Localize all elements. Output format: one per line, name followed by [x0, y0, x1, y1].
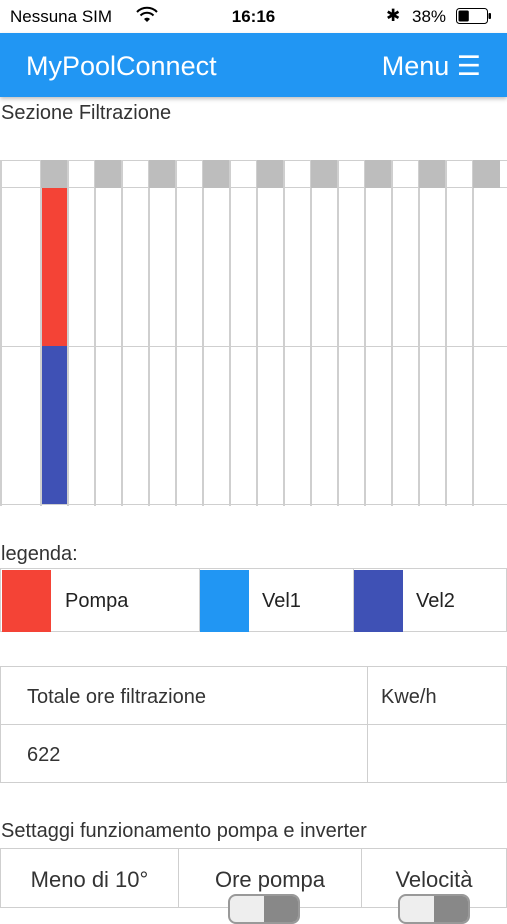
filtration-schedule-grid — [0, 160, 507, 506]
legend-label-vel1: Vel1 — [262, 590, 301, 612]
schedule-header-slot[interactable] — [311, 160, 338, 188]
schedule-header-slot[interactable] — [203, 160, 230, 188]
schedule-header-slot[interactable] — [365, 160, 392, 188]
grid-line — [40, 160, 42, 506]
carrier-label: Nessuna SIM — [10, 7, 113, 26]
legend-label-vel2: Vel2 — [416, 590, 455, 612]
settings-col-temp-label: Meno di 10° — [30, 867, 149, 892]
schedule-header-slot[interactable] — [149, 160, 176, 188]
settings-col-temp: Meno di 10° — [0, 848, 179, 908]
settings-col-hours-label: Ore pompa — [214, 867, 326, 892]
grid-line — [121, 160, 123, 506]
speed-toggle[interactable] — [398, 894, 470, 924]
settings-col-hours: Ore pompa — [178, 848, 362, 908]
schedule-slot-vel2[interactable] — [41, 346, 68, 504]
battery-icon — [456, 8, 491, 24]
grid-line — [310, 160, 312, 506]
status-bar: Nessuna SIM 16:16 ✱ 38% — [0, 0, 507, 33]
grid-line — [94, 160, 96, 506]
grid-line — [256, 160, 258, 506]
grid-line — [0, 504, 507, 505]
grid-line — [148, 160, 150, 506]
schedule-slot-pompa[interactable] — [41, 188, 68, 346]
battery-percent: 38% — [412, 7, 447, 26]
bluetooth-icon: ✱ — [386, 6, 401, 25]
header-hours: Totale ore filtrazione — [27, 686, 206, 708]
filtration-section-title: Sezione Filtrazione — [1, 102, 172, 124]
schedule-header-slot[interactable] — [419, 160, 446, 188]
app-navbar: MyPoolConnect Menu ☰ — [0, 33, 507, 97]
grid-line — [364, 160, 366, 506]
grid-line — [202, 160, 204, 506]
legend-swatch-pompa — [2, 570, 51, 632]
settings-section-title: Settaggi funzionamento pompa e inverter — [1, 820, 367, 842]
grid-line — [175, 160, 177, 506]
app-title[interactable]: MyPoolConnect — [26, 51, 217, 81]
schedule-header-slot[interactable] — [95, 160, 122, 188]
legend-swatch-vel1 — [200, 570, 249, 632]
legend-swatch-vel2 — [354, 570, 403, 632]
schedule-header-slot[interactable] — [473, 160, 500, 188]
grid-line — [0, 346, 507, 347]
grid-line — [391, 160, 393, 506]
grid-line — [0, 187, 507, 188]
grid-line — [283, 160, 285, 506]
wifi-icon — [136, 6, 158, 22]
grid-line — [0, 160, 2, 506]
grid-line — [472, 160, 474, 506]
grid-line — [337, 160, 339, 506]
value-hours-cell: 622 — [0, 724, 368, 783]
menu-button[interactable]: Menu ☰ — [381, 51, 481, 81]
header-kwh-cell: Kwe/h — [367, 666, 507, 725]
schedule-header-slot[interactable] — [257, 160, 284, 188]
grid-line — [445, 160, 447, 506]
settings-col-speed-label: Velocità — [395, 867, 473, 892]
schedule-header-slot[interactable] — [41, 160, 68, 188]
grid-line — [229, 160, 231, 506]
grid-line — [418, 160, 420, 506]
value-hours: 622 — [27, 744, 61, 766]
header-kwh: Kwe/h — [381, 686, 437, 708]
legend-label: legenda: — [1, 543, 78, 565]
grid-line — [67, 160, 69, 506]
pump-hours-toggle[interactable] — [228, 894, 300, 924]
header-hours-cell: Totale ore filtrazione — [0, 666, 368, 725]
value-kwh-cell — [367, 724, 507, 783]
clock: 16:16 — [231, 7, 276, 26]
grid-line — [0, 160, 507, 161]
legend-label-pompa: Pompa — [65, 590, 129, 612]
legend: Pompa Vel1 Vel2 — [0, 568, 507, 634]
